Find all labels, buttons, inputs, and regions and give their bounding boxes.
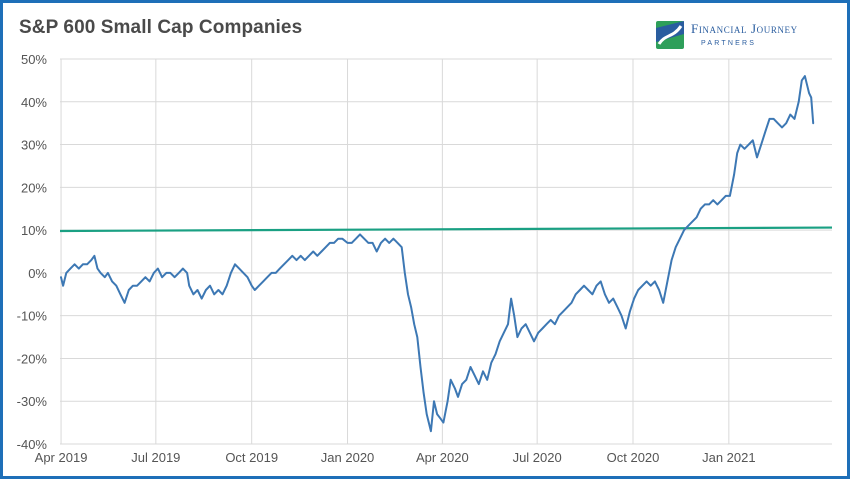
y-tick-label: 20% [21, 180, 47, 195]
x-axis-ticks: Apr 2019 Jul 2019 Oct 2019 Jan 2020 Apr 2020… [35, 450, 756, 465]
x-tick-label: Apr 2019 [35, 450, 88, 465]
company-logo: Financial Journey Partners [655, 18, 835, 52]
logo-wordmark: Financial Journey [691, 21, 798, 36]
y-tick-label: 50% [21, 52, 47, 67]
y-tick-label: -40% [17, 437, 48, 452]
y-tick-label: -30% [17, 394, 48, 409]
x-tick-label: Jan 2021 [702, 450, 756, 465]
reference-line [59, 226, 833, 233]
x-tick-label: Oct 2019 [225, 450, 278, 465]
y-tick-label: -20% [17, 351, 48, 366]
y-tick-label: 10% [21, 223, 47, 238]
y-tick-label: 40% [21, 95, 47, 110]
x-tick-label: Oct 2020 [607, 450, 660, 465]
y-tick-label: 30% [21, 138, 47, 153]
chart-title: S&P 600 Small Cap Companies [19, 17, 303, 38]
y-tick-label: 0% [28, 266, 47, 281]
logo-subtitle: Partners [701, 40, 757, 47]
series-group [59, 75, 833, 433]
series-line [60, 75, 815, 433]
x-tick-label: Jul 2019 [131, 450, 180, 465]
grid-lines [60, 58, 832, 445]
fjp-logo-icon [656, 21, 684, 49]
x-tick-label: Jul 2020 [513, 450, 562, 465]
x-tick-label: Jan 2020 [321, 450, 375, 465]
x-tick-label: Apr 2020 [416, 450, 469, 465]
y-axis-ticks: 50% 40% 30% 20% 10% 0% -10% -20% -30% -40% [17, 52, 48, 452]
y-tick-label: -10% [17, 309, 48, 324]
